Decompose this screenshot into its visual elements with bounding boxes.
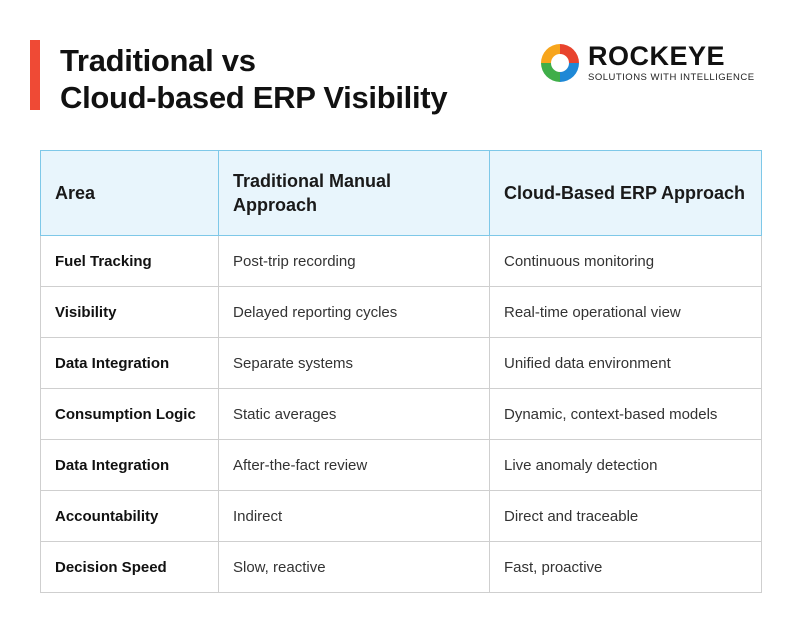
row-traditional: Post-trip recording xyxy=(218,235,490,287)
table-row: Data Integration Separate systems Unifie… xyxy=(40,337,762,389)
row-area: Fuel Tracking xyxy=(40,235,219,287)
row-cloud: Direct and traceable xyxy=(489,490,762,542)
logo-tagline: SOLUTIONS WITH INTELLIGENCE xyxy=(588,72,755,83)
table-row: Decision Speed Slow, reactive Fast, proa… xyxy=(40,541,762,593)
logo-name: ROCKEYE xyxy=(588,41,726,71)
row-traditional: Separate systems xyxy=(218,337,490,389)
row-traditional: Indirect xyxy=(218,490,490,542)
page-title: Traditional vs Cloud-based ERP Visibilit… xyxy=(60,42,448,116)
table-row: Accountability Indirect Direct and trace… xyxy=(40,490,762,542)
row-area: Accountability xyxy=(40,490,219,542)
row-cloud: Unified data environment xyxy=(489,337,762,389)
comparison-table: Area Traditional Manual Approach Cloud-B… xyxy=(40,150,762,593)
row-traditional: Slow, reactive xyxy=(218,541,490,593)
row-area: Consumption Logic xyxy=(40,388,219,440)
row-cloud: Continuous monitoring xyxy=(489,235,762,287)
table-row: Data Integration After-the-fact review L… xyxy=(40,439,762,491)
header-cloud: Cloud-Based ERP Approach xyxy=(489,150,762,236)
swirl-logo-icon xyxy=(541,44,579,82)
row-traditional: Delayed reporting cycles xyxy=(218,286,490,338)
row-traditional: Static averages xyxy=(218,388,490,440)
row-area: Data Integration xyxy=(40,439,219,491)
table-header-row: Area Traditional Manual Approach Cloud-B… xyxy=(40,150,762,236)
row-traditional: After-the-fact review xyxy=(218,439,490,491)
row-area: Data Integration xyxy=(40,337,219,389)
row-cloud: Real-time operational view xyxy=(489,286,762,338)
header-area: Area xyxy=(40,150,219,236)
table-row: Consumption Logic Static averages Dynami… xyxy=(40,388,762,440)
title-accent-bar xyxy=(30,40,40,110)
row-cloud: Dynamic, context-based models xyxy=(489,388,762,440)
table-row: Visibility Delayed reporting cycles Real… xyxy=(40,286,762,338)
row-area: Decision Speed xyxy=(40,541,219,593)
title-line-2: Cloud-based ERP Visibility xyxy=(60,80,448,115)
table-row: Fuel Tracking Post-trip recording Contin… xyxy=(40,235,762,287)
row-cloud: Live anomaly detection xyxy=(489,439,762,491)
row-area: Visibility xyxy=(40,286,219,338)
header-traditional: Traditional Manual Approach xyxy=(218,150,490,236)
comparison-table-container: Area Traditional Manual Approach Cloud-B… xyxy=(40,150,762,593)
rockeye-logo: ROCKEYE SOLUTIONS WITH INTELLIGENCE xyxy=(540,42,755,84)
title-line-1: Traditional vs xyxy=(60,43,256,78)
row-cloud: Fast, proactive xyxy=(489,541,762,593)
